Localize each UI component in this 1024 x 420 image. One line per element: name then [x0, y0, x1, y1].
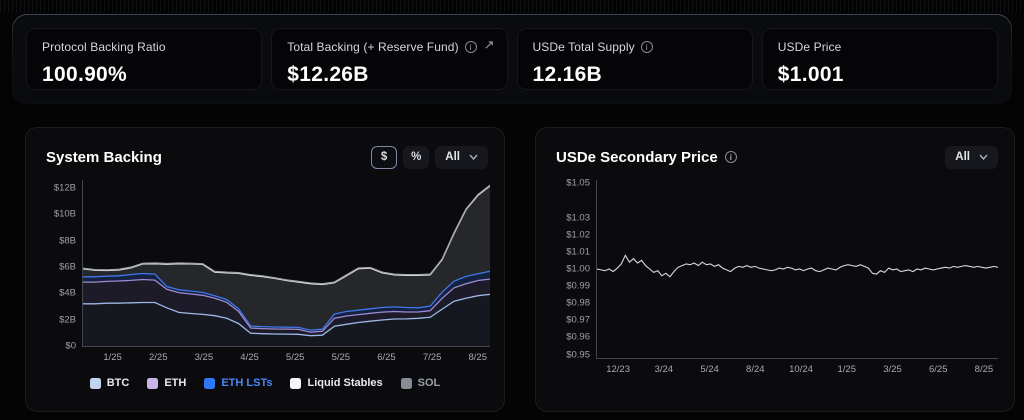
- y-tick-label: $12B: [53, 182, 76, 194]
- stats-row: Protocol Backing Ratio 100.90% Total Bac…: [13, 15, 1011, 103]
- stat-value: 100.90%: [42, 63, 128, 86]
- x-tick-label: 7/25: [422, 352, 442, 363]
- x-tick-label: 5/25: [285, 352, 305, 363]
- panel-header: System Backing $ % All: [26, 128, 504, 172]
- x-tick-label: 3/25: [883, 364, 902, 375]
- x-tick-label: 5/25: [331, 352, 351, 363]
- usde-price-chart-plot[interactable]: $1.05 $1.03 $1.02 $1.01 $1.00 $0.99 $0.98 $0.97…: [566, 178, 998, 360]
- range-dropdown[interactable]: All: [945, 145, 998, 169]
- range-dropdown[interactable]: All: [435, 145, 488, 169]
- panel-title: System Backing: [46, 148, 162, 166]
- y-tick-label: $0.96: [566, 331, 590, 343]
- range-dropdown-value: All: [445, 151, 460, 163]
- y-tick-label: $8B: [59, 235, 76, 247]
- legend-item-sol[interactable]: SOL: [400, 377, 441, 389]
- y-tick-label: $1.00: [566, 263, 590, 275]
- x-axis-labels: 1/25 2/25 3/25 4/25 5/25 5/25 6/25 7/25 8/25: [82, 352, 490, 367]
- unit-percent-button[interactable]: %: [403, 145, 430, 169]
- y-tick-label: $1.03: [566, 212, 590, 224]
- x-axis-labels: 12/23 3/24 5/24 8/24 10/24 1/25 3/25 6/25 8/25: [596, 364, 998, 379]
- system-backing-panel: System Backing $ % All $12B $10B $8B $6B $4B…: [25, 127, 505, 412]
- chevron-down-icon: [469, 154, 478, 160]
- y-tick-label: $1.01: [566, 246, 590, 258]
- x-tick-label: 3/25: [194, 352, 214, 363]
- y-tick-label: $0.97: [566, 314, 590, 326]
- x-tick-label: 6/25: [928, 364, 948, 375]
- legend-label: Liquid Stables: [307, 377, 383, 389]
- legend-item-btc[interactable]: BTC: [89, 377, 130, 389]
- chart-legend: BTC ETH ETH LSTs Liquid Stables SOL: [26, 377, 504, 389]
- legend-label: ETH: [164, 377, 187, 389]
- y-tick-label: $0.95: [566, 349, 590, 361]
- x-tick-label: 10/24: [789, 364, 813, 375]
- x-tick-label: 8/25: [974, 364, 994, 375]
- x-tick-label: 2/25: [148, 352, 168, 363]
- y-tick-label: $1.05: [566, 177, 590, 189]
- stat-label: USDe Price: [778, 40, 982, 54]
- y-tick-label: $4B: [59, 287, 76, 299]
- panel-title-text: USDe Secondary Price: [556, 148, 718, 166]
- legend-item-eth-lsts[interactable]: ETH LSTs: [204, 377, 272, 389]
- legend-label: BTC: [106, 377, 130, 389]
- y-tick-label: $2B: [59, 314, 76, 326]
- stat-label: USDe Total Supply i: [533, 40, 737, 54]
- stat-card-total-backing[interactable]: Total Backing (+ Reserve Fund) i ↗ $12.2…: [271, 28, 508, 90]
- y-tick-label: $0.98: [566, 297, 590, 309]
- stat-label-text: Protocol Backing Ratio: [42, 40, 166, 54]
- stats-container: Protocol Backing Ratio 100.90% Total Bac…: [12, 14, 1012, 104]
- chart-controls: All: [945, 145, 998, 169]
- legend-swatch: [204, 377, 216, 389]
- stat-label-text: USDe Price: [777, 40, 842, 54]
- system-backing-chart-plot[interactable]: $12B $10B $8B $6B $4B $2B $0: [54, 180, 490, 352]
- y-tick-label: $1.02: [566, 229, 590, 241]
- panel-title: USDe Secondary Price i: [556, 149, 737, 166]
- stacked-area-chart: [83, 180, 490, 346]
- info-icon[interactable]: i: [724, 151, 737, 163]
- x-tick-label: 8/25: [468, 352, 488, 363]
- chart-controls: $ % All: [371, 145, 488, 169]
- y-tick-label: $0: [65, 340, 76, 352]
- legend-swatch: [89, 377, 101, 389]
- legend-item-eth[interactable]: ETH: [147, 377, 186, 389]
- legend-label: ETH LSTs: [221, 377, 273, 389]
- legend-swatch: [147, 377, 159, 389]
- x-tick-label: 5/24: [700, 364, 719, 375]
- stat-card-protocol-backing-ratio: Protocol Backing Ratio 100.90%: [26, 28, 263, 90]
- x-tick-label: 8/24: [746, 364, 765, 375]
- y-tick-label: $10B: [53, 208, 76, 220]
- chevron-down-icon: [979, 154, 988, 160]
- x-tick-label: 3/24: [654, 364, 674, 375]
- background-texture: [0, 0, 1024, 13]
- stat-label-text: USDe Total Supply: [532, 40, 635, 54]
- y-tick-label: $6B: [59, 261, 76, 273]
- legend-item-liquid-stables[interactable]: Liquid Stables: [290, 377, 383, 389]
- stat-value: $1.001: [777, 63, 844, 86]
- info-icon[interactable]: i: [464, 41, 477, 53]
- external-link-icon[interactable]: ↗: [483, 37, 495, 52]
- x-tick-label: 1/25: [837, 364, 856, 375]
- stat-label-text: Total Backing (+ Reserve Fund): [287, 40, 459, 54]
- stat-value: $12.26B: [287, 63, 369, 86]
- unit-dollar-button[interactable]: $: [371, 145, 398, 169]
- panel-header: USDe Secondary Price i All: [536, 128, 1014, 172]
- legend-label: SOL: [417, 377, 441, 389]
- stat-card-usde-total-supply: USDe Total Supply i 12.16B: [516, 28, 753, 90]
- line-chart: [597, 180, 998, 358]
- range-dropdown-value: All: [955, 151, 970, 163]
- x-tick-label: 4/25: [240, 352, 259, 363]
- x-tick-label: 6/25: [377, 352, 396, 363]
- legend-swatch: [290, 377, 302, 389]
- x-tick-label: 1/25: [103, 352, 122, 363]
- stat-label: Total Backing (+ Reserve Fund) i: [287, 40, 491, 54]
- stat-label: Protocol Backing Ratio: [42, 40, 246, 54]
- x-tick-label: 12/23: [606, 364, 630, 375]
- info-icon[interactable]: i: [640, 41, 653, 53]
- usde-secondary-price-panel: USDe Secondary Price i All $1.05 $1.03 $1.…: [535, 127, 1015, 412]
- stat-card-usde-price: USDe Price $1.001: [761, 28, 998, 90]
- stat-value: 12.16B: [532, 63, 603, 86]
- y-tick-label: $0.99: [566, 280, 590, 292]
- legend-swatch: [400, 377, 412, 389]
